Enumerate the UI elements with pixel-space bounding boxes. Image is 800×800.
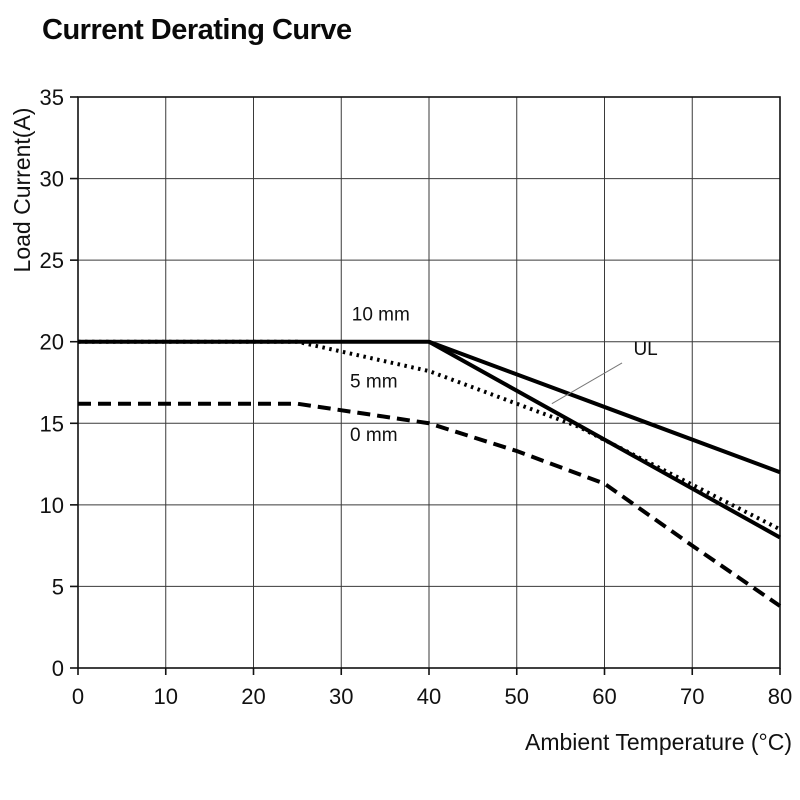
x-tick-label: 70 xyxy=(680,684,704,709)
annotation-label-ul: UL xyxy=(633,339,657,360)
y-tick-label: 20 xyxy=(40,330,64,355)
x-tick-label: 40 xyxy=(417,684,441,709)
x-tick-label: 50 xyxy=(505,684,529,709)
annotation-label-0-mm: 0 mm xyxy=(350,425,398,446)
series-line-ul xyxy=(428,339,781,540)
chart-title: Current Derating Curve xyxy=(42,14,352,46)
y-tick-label: 5 xyxy=(52,574,64,599)
annotation-label-10-mm: 10 mm xyxy=(352,305,410,326)
y-tick-label: 15 xyxy=(40,411,64,436)
series-line-0-mm xyxy=(78,401,782,608)
x-axis-label: Ambient Temperature (°C) xyxy=(525,729,792,755)
annotation-label-5-mm: 5 mm xyxy=(350,371,398,392)
y-axis-label: Load Current(A) xyxy=(9,108,35,273)
x-tick-label: 10 xyxy=(154,684,178,709)
y-tick-label: 0 xyxy=(52,656,64,681)
y-tick-label: 35 xyxy=(40,85,64,110)
x-tick-label: 30 xyxy=(329,684,353,709)
x-tick-label: 80 xyxy=(768,684,792,709)
y-tick-label: 25 xyxy=(40,248,64,273)
y-tick-label: 30 xyxy=(40,167,64,192)
x-tick-label: 0 xyxy=(72,684,84,709)
y-tick-label: 10 xyxy=(40,493,64,518)
annotation-leader-ul xyxy=(551,362,623,405)
x-tick-label: 20 xyxy=(241,684,265,709)
series-line-5-mm xyxy=(78,339,781,532)
x-tick-label: 60 xyxy=(592,684,616,709)
